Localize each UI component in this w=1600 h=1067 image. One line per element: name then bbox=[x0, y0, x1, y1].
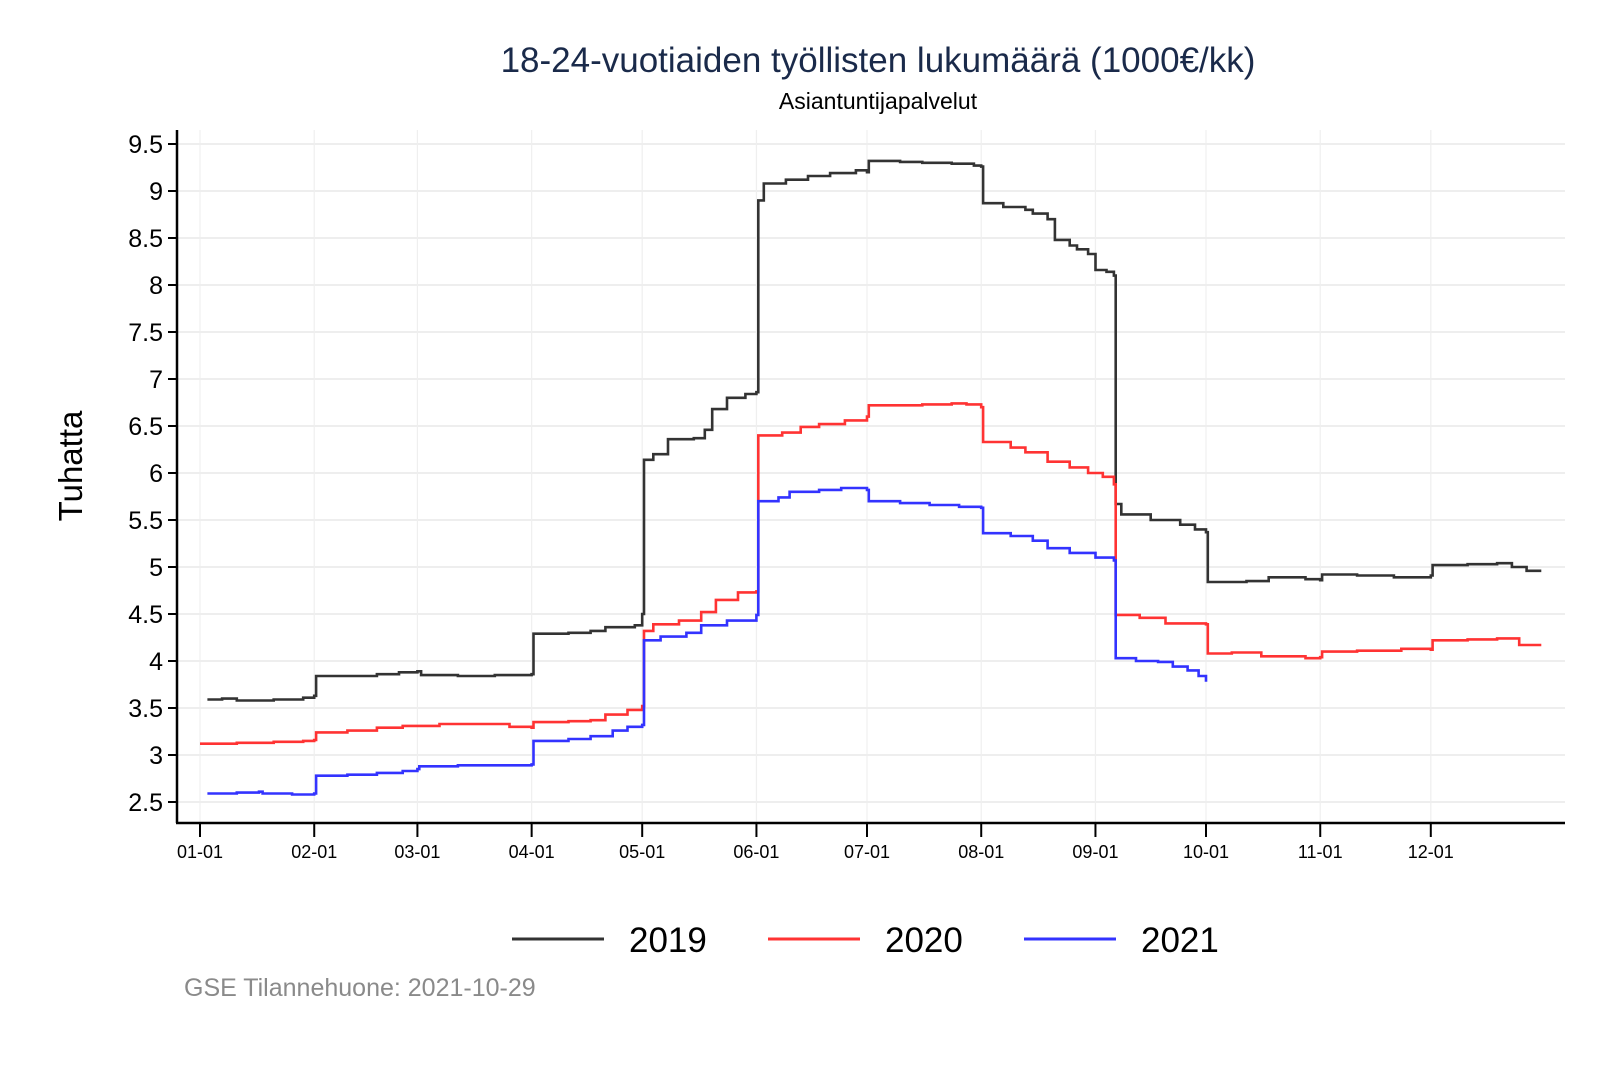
legend-item-2019: 2019 bbox=[512, 921, 707, 960]
x-tick-label: 07-01 bbox=[844, 842, 890, 862]
y-axis-ticks: 2.5 3 3.5 4 4.5 5 5.5 6 6.5 7 7.5 8 8.5 9 9.5 bbox=[128, 131, 177, 817]
series-layer bbox=[200, 159, 1542, 796]
y-tick-label: 5 bbox=[149, 554, 163, 582]
x-tick-label: 05-01 bbox=[619, 842, 665, 862]
x-tick-label: 10-01 bbox=[1183, 842, 1229, 862]
source-footer: GSE Tilannehuone: 2021-10-29 bbox=[184, 974, 536, 1002]
x-axis-ticks: 01-01 02-01 03-01 04-01 05-01 06-01 07-01 08-01… bbox=[177, 823, 1454, 862]
y-tick-label: 4.5 bbox=[128, 601, 163, 629]
y-tick-label: 4 bbox=[149, 648, 163, 676]
y-tick-label: 9 bbox=[149, 178, 163, 206]
x-tick-label: 09-01 bbox=[1072, 842, 1118, 862]
gridlines bbox=[177, 130, 1565, 823]
y-tick-label: 7.5 bbox=[128, 319, 163, 347]
y-tick-label: 3 bbox=[149, 742, 163, 770]
x-tick-label: 06-01 bbox=[733, 842, 779, 862]
x-tick-label: 02-01 bbox=[291, 842, 337, 862]
x-tick-label: 12-01 bbox=[1408, 842, 1454, 862]
x-tick-label: 01-01 bbox=[177, 842, 223, 862]
legend-label: 2019 bbox=[629, 921, 707, 960]
axes bbox=[175, 130, 1565, 825]
legend-label: 2020 bbox=[885, 921, 963, 960]
x-tick-label: 03-01 bbox=[394, 842, 440, 862]
y-tick-label: 3.5 bbox=[128, 695, 163, 723]
chart-subtitle: Asiantuntijapalvelut bbox=[779, 88, 978, 114]
y-tick-label: 6 bbox=[149, 460, 163, 488]
series-line-2021 bbox=[207, 486, 1208, 796]
y-tick-label: 9.5 bbox=[128, 131, 163, 159]
legend-item-2020: 2020 bbox=[768, 921, 963, 960]
y-tick-label: 5.5 bbox=[128, 507, 163, 535]
y-tick-label: 6.5 bbox=[128, 413, 163, 441]
y-tick-label: 7 bbox=[149, 366, 163, 394]
y-tick-label: 8.5 bbox=[128, 225, 163, 253]
legend-label: 2021 bbox=[1141, 921, 1219, 960]
y-axis-label: Tuhatta bbox=[52, 410, 89, 521]
x-tick-label: 11-01 bbox=[1298, 842, 1343, 862]
y-tick-label: 8 bbox=[149, 272, 163, 300]
x-tick-label: 08-01 bbox=[958, 842, 1004, 862]
y-tick-label: 2.5 bbox=[128, 789, 163, 817]
chart-title: 18-24-vuotiaiden työllisten lukumäärä (1… bbox=[501, 41, 1256, 80]
series-line-2020 bbox=[200, 402, 1542, 745]
legend-item-2021: 2021 bbox=[1024, 921, 1219, 960]
x-tick-label: 04-01 bbox=[509, 842, 555, 862]
series-line-2019 bbox=[207, 159, 1542, 702]
legend: 2019 2020 2021 bbox=[512, 921, 1219, 960]
